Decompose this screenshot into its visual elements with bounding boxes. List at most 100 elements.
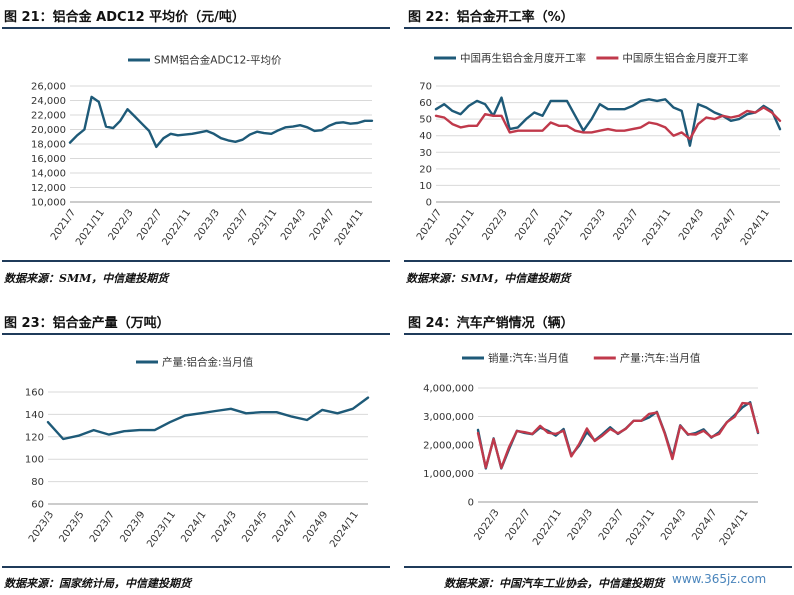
x-tick-label: 2022/11	[542, 207, 575, 247]
y-tick-label: 10,000	[31, 198, 66, 209]
x-tick-label: 2024/5	[240, 509, 269, 544]
chart-title: 图 23：铝合金产量（万吨）	[4, 316, 170, 331]
alloy-output-chart: 60 80 100 120 140 160 2023/3 2023/5 2023/7 2023/9…	[25, 356, 370, 550]
x-tick-label: 2023/7	[222, 207, 251, 242]
source-note: 数据来源：SMM，中信建投期货	[406, 272, 571, 285]
x-tick-label: 2021/7	[415, 207, 444, 242]
y-tick-label: 0	[426, 198, 432, 209]
chart-title: 图 22：铝合金开工率（%）	[408, 10, 574, 25]
x-tick-label: 2023/11	[624, 507, 657, 547]
source-note: 数据来源：中国汽车工业协会，中信建投期货	[444, 577, 664, 590]
x-tick-label: 2024/7	[308, 207, 337, 242]
source-rule	[404, 566, 792, 568]
chart-title: 图 24：汽车产销情况（辆）	[408, 316, 574, 331]
x-tick-label: 2022/3	[107, 207, 136, 242]
legend-label: 销量:汽车:当月值	[488, 352, 569, 365]
y-tick-label: 2,000,000	[423, 441, 474, 452]
x-tick-label: 2023/7	[597, 507, 626, 542]
x-tick-label: 2024/11	[739, 207, 772, 247]
y-tick-label: 12,000	[31, 183, 66, 194]
x-tick-label: 2021/11	[74, 207, 107, 247]
x-tick-label: 2024/3	[677, 207, 706, 242]
y-tick-label: 24,000	[31, 96, 66, 107]
series-line	[46, 396, 370, 441]
x-tick-label: 2022/11	[160, 207, 193, 247]
x-tick-label: 2024/11	[333, 207, 366, 247]
x-tick-label: 2024/3	[279, 207, 308, 242]
legend-label: 中国原生铝合金月度开工率	[622, 52, 748, 65]
x-tick-label: 2023/7	[88, 509, 117, 544]
series-line	[434, 96, 782, 147]
y-tick-label: 60	[31, 500, 44, 511]
title-rule	[404, 27, 792, 29]
y-tick-label: 160	[25, 388, 44, 399]
auto-production-sales-chart: 0 1,000,000 2,000,000 3,000,000 4,000,000 202…	[423, 352, 760, 548]
y-tick-label: 60	[419, 98, 432, 109]
legend-label: 中国再生铝合金月度开工率	[460, 52, 586, 65]
x-tick-label: 2023/11	[145, 509, 178, 549]
y-tick-label: 4,000,000	[423, 384, 474, 395]
x-tick-label: 2022/7	[513, 207, 542, 242]
x-tick-label: 2024/3	[210, 509, 239, 544]
x-tick-label: 2021/7	[49, 207, 78, 242]
x-tick-label: 2024/11	[328, 509, 361, 549]
series-line	[68, 95, 374, 149]
y-tick-label: 1,000,000	[423, 469, 474, 480]
y-tick-label: 22,000	[31, 111, 66, 122]
x-tick-label: 2024/7	[271, 509, 300, 544]
x-tick-label: 2024/3	[659, 507, 688, 542]
legend-label: 产量:汽车:当月值	[620, 352, 701, 365]
y-tick-label: 18,000	[31, 140, 66, 151]
x-tick-label: 2023/3	[579, 207, 608, 242]
x-tick-label: 2023/3	[566, 507, 595, 542]
x-tick-label: 2022/11	[531, 507, 564, 547]
operating-rate-chart: 0 10 20 30 40 50 60 70 2021/7 2021/11 2022/3 2022/7…	[415, 52, 782, 248]
y-tick-label: 50	[419, 115, 432, 126]
title-rule	[2, 27, 390, 29]
chart-title: 图 21：铝合金 ADC12 平均价（元/吨）	[4, 10, 245, 25]
x-tick-label: 2023/3	[193, 207, 222, 242]
x-tick-label: 2022/7	[135, 207, 164, 242]
x-tick-label: 2022/3	[481, 207, 510, 242]
adc12-price-chart: 10,000 12,000 14,000 16,000 18,000 20,000 22,0…	[31, 54, 374, 248]
x-tick-label: 2024/11	[718, 507, 751, 547]
x-tick-label: 2022/3	[473, 507, 502, 542]
y-tick-label: 0	[468, 498, 474, 509]
x-tick-label: 2023/3	[27, 509, 56, 544]
x-tick-label: 2022/7	[504, 507, 533, 542]
legend-label: SMM铝合金ADC12-平均价	[154, 54, 282, 67]
x-tick-label: 2023/11	[247, 207, 280, 247]
y-tick-label: 3,000,000	[423, 412, 474, 423]
y-tick-label: 20	[419, 164, 432, 175]
y-tick-label: 20,000	[31, 125, 66, 136]
source-rule	[2, 260, 390, 262]
x-tick-label: 2023/7	[612, 207, 641, 242]
x-tick-label: 2024/1	[179, 509, 208, 544]
y-tick-label: 40	[419, 131, 432, 142]
y-tick-label: 16,000	[31, 154, 66, 165]
x-tick-label: 2021/11	[444, 207, 477, 247]
y-tick-label: 30	[419, 148, 432, 159]
legend-label: 产量:铝合金:当月值	[162, 356, 254, 369]
y-tick-label: 80	[31, 477, 44, 488]
series-line	[434, 106, 782, 141]
x-tick-label: 2023/11	[641, 207, 674, 247]
y-tick-label: 10	[419, 181, 432, 192]
source-note: 数据来源：国家统计局，中信建投期货	[4, 577, 191, 590]
watermark: www.365jz.com	[672, 572, 767, 586]
title-rule	[404, 333, 792, 335]
x-tick-label: 2024/7	[710, 207, 739, 242]
y-tick-label: 14,000	[31, 169, 66, 180]
source-note: 数据来源：SMM，中信建投期货	[4, 272, 169, 285]
y-tick-label: 120	[25, 432, 44, 443]
series-line	[476, 401, 760, 470]
x-tick-label: 2023/9	[118, 509, 147, 544]
x-tick-label: 2024/7	[690, 507, 719, 542]
source-rule	[2, 566, 390, 568]
y-tick-label: 100	[25, 455, 44, 466]
source-rule	[404, 260, 792, 262]
y-tick-label: 140	[25, 410, 44, 421]
y-tick-label: 26,000	[31, 82, 66, 93]
x-tick-label: 2023/5	[57, 509, 86, 544]
x-tick-label: 2024/9	[301, 509, 330, 544]
